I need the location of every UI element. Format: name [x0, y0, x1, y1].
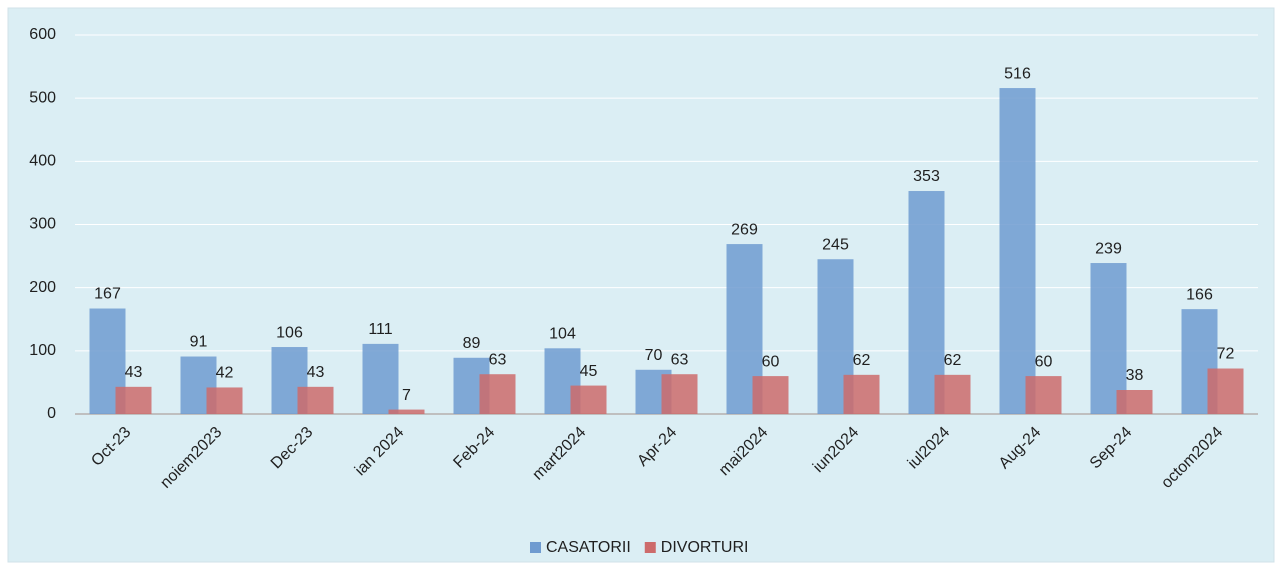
y-tick-label: 200 [29, 279, 56, 296]
bar [479, 374, 516, 414]
value-label: 45 [580, 363, 598, 380]
value-label: 166 [1186, 286, 1213, 303]
y-tick-label: 0 [47, 405, 56, 422]
value-label: 167 [94, 286, 121, 303]
value-label: 111 [368, 321, 392, 338]
value-label: 7 [402, 387, 411, 404]
bar [115, 386, 152, 414]
value-label: 63 [489, 351, 507, 368]
value-label: 43 [307, 364, 325, 381]
bar [1116, 389, 1153, 414]
bar [297, 386, 334, 414]
bar [1025, 376, 1062, 414]
bar [388, 409, 425, 414]
bar [1207, 368, 1244, 414]
value-label: 60 [1035, 353, 1053, 370]
legend-swatch [644, 542, 656, 553]
value-label: 516 [1004, 65, 1031, 82]
value-label: 62 [853, 352, 871, 369]
bar [752, 376, 789, 414]
value-label: 62 [944, 352, 962, 369]
value-label: 104 [549, 326, 576, 343]
legend-label: DIVORTURI [661, 539, 749, 556]
y-tick-label: 600 [29, 26, 56, 43]
y-tick-label: 400 [29, 153, 56, 170]
value-label: 72 [1217, 346, 1235, 363]
bar [362, 343, 399, 414]
chart-background [7, 7, 1275, 563]
bar [999, 88, 1036, 414]
value-label: 91 [190, 334, 208, 351]
value-label: 63 [671, 351, 689, 368]
value-label: 239 [1095, 240, 1122, 257]
value-label: 70 [645, 347, 663, 364]
value-label: 38 [1126, 367, 1144, 384]
bar [934, 374, 971, 414]
value-label: 89 [463, 335, 481, 352]
y-tick-label: 100 [29, 342, 56, 359]
value-label: 42 [216, 365, 234, 382]
y-tick-label: 500 [29, 89, 56, 106]
bar [661, 374, 698, 414]
value-label: 245 [822, 236, 849, 253]
bar [206, 387, 243, 414]
value-label: 353 [913, 168, 940, 185]
bar [843, 374, 880, 414]
value-label: 43 [125, 364, 143, 381]
value-label: 60 [762, 353, 780, 370]
y-tick-label: 300 [29, 216, 56, 233]
legend-swatch [530, 542, 541, 553]
value-label: 269 [731, 221, 758, 238]
legend-label: CASATORII [546, 539, 631, 556]
value-label: 106 [276, 324, 303, 341]
bar [1090, 263, 1127, 414]
bar [570, 385, 607, 414]
